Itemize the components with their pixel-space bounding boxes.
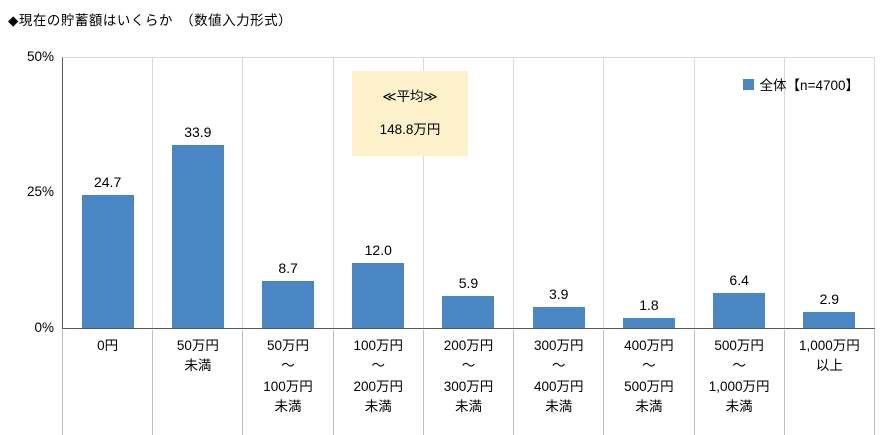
bar-column: 24.7 — [63, 58, 154, 328]
bar — [262, 281, 315, 328]
bar-column: 8.7 — [243, 58, 334, 328]
x-axis-category-label: 50万円 未満 — [153, 330, 244, 435]
bar-column: 33.9 — [153, 58, 244, 328]
legend-swatch-icon — [742, 78, 754, 90]
bar-value-label: 5.9 — [458, 275, 479, 291]
chart-title: ◆現在の貯蓄額はいくらか （数値入力形式） — [8, 13, 293, 28]
bar-column: 3.9 — [514, 58, 605, 328]
bar — [442, 296, 495, 328]
average-annotation-value: 148.8万円 — [379, 122, 441, 137]
bar-column: 2.9 — [785, 58, 875, 328]
x-labels-row: 0円 50万円 未満 50万円 ～ 100万円 未満 100万円 ～ 200万円 未満… — [62, 330, 875, 435]
bar — [171, 145, 224, 328]
bar-value-label: 8.7 — [278, 260, 298, 276]
bar-value-label: 33.9 — [184, 124, 212, 140]
x-axis-category-label: 300万円 ～ 400万円 未満 — [514, 330, 605, 435]
bars-row: 24.7 33.9 8.7 12.0 5.9 3.9 1.8 6.4 2.9 — [63, 58, 875, 328]
x-axis-category-label: 500万円 ～ 1,000万円 未満 — [695, 330, 785, 435]
bar-value-label: 2.9 — [819, 291, 840, 307]
x-axis-category-label: 50万円 ～ 100万円 未満 — [243, 330, 334, 435]
legend-label: 全体【n=4700】 — [759, 78, 859, 93]
x-axis-category-label: 0円 — [62, 330, 154, 435]
bar-column: 5.9 — [424, 58, 515, 328]
y-axis-tick-25: 25% — [26, 184, 54, 199]
y-axis-tick-0: 0% — [34, 320, 54, 335]
bar — [532, 307, 585, 328]
legend: 全体【n=4700】 — [742, 74, 859, 94]
bar-value-label: 6.4 — [729, 272, 749, 288]
bar-value-label: 1.8 — [639, 297, 659, 313]
x-axis-category-label: 400万円 ～ 500万円 未満 — [604, 330, 695, 435]
x-axis-category-label: 1,000万円 以上 — [785, 330, 875, 435]
bar — [622, 318, 675, 328]
bar-value-label: 3.9 — [548, 286, 569, 302]
bar-column: 6.4 — [695, 58, 785, 328]
x-axis-category-label: 200万円 ～ 300万円 未満 — [424, 330, 515, 435]
average-annotation-box: ≪平均≫ 148.8万円 — [352, 71, 468, 156]
bar-column: 12.0 — [334, 58, 424, 328]
average-annotation-title: ≪平均≫ — [382, 89, 438, 104]
y-axis-tick-50: 50% — [26, 49, 54, 64]
bar-value-label: 12.0 — [364, 242, 392, 258]
bar — [713, 293, 766, 328]
bar-column: 1.8 — [604, 58, 695, 328]
bar — [803, 312, 856, 328]
bar — [81, 195, 134, 328]
plot-area: 24.7 33.9 8.7 12.0 5.9 3.9 1.8 6.4 2.9 ≪平均≫ 148.… — [62, 57, 875, 329]
bar-value-label: 24.7 — [93, 174, 122, 190]
x-axis-category-label: 100万円 ～ 200万円 未満 — [334, 330, 424, 435]
bar — [352, 263, 405, 328]
